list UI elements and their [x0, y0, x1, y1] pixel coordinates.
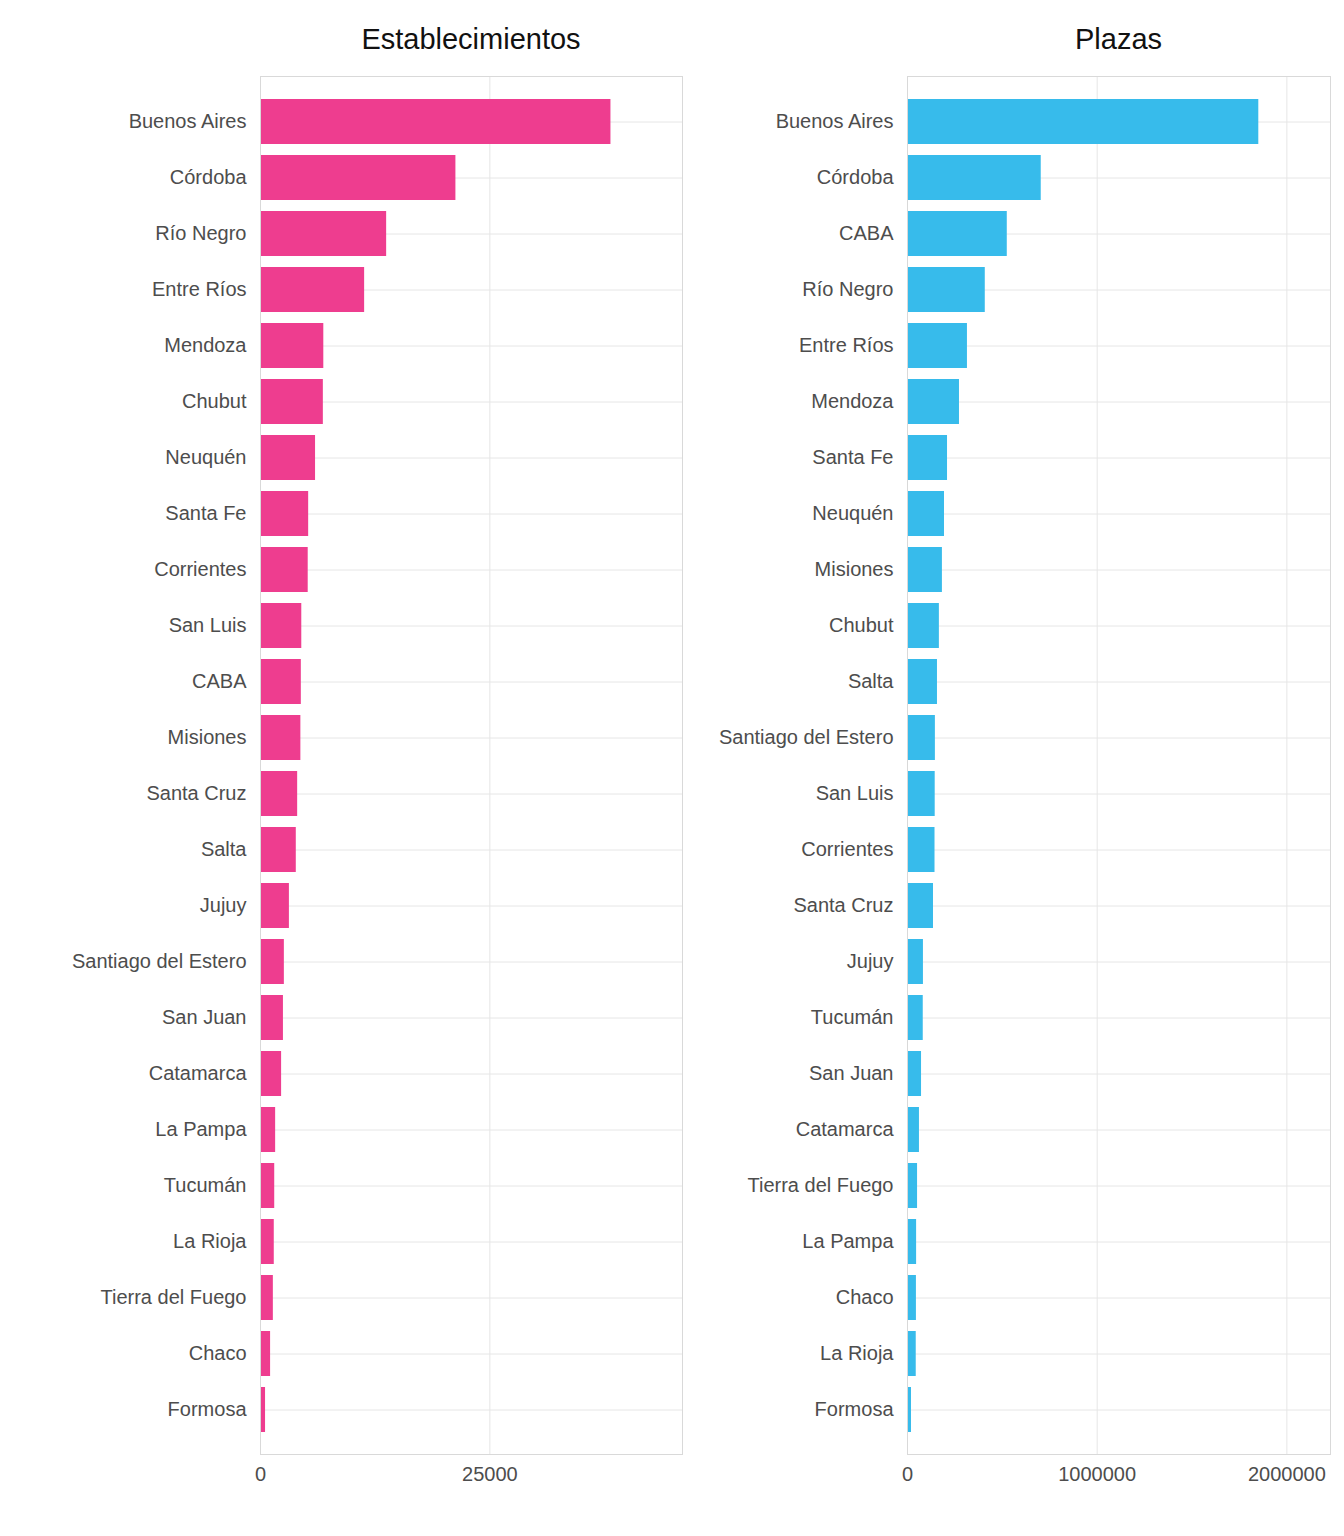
svg-text:Chubut: Chubut [182, 390, 247, 412]
svg-text:La Pampa: La Pampa [155, 1118, 247, 1140]
svg-text:Río Negro: Río Negro [155, 222, 246, 244]
svg-text:1000000: 1000000 [1058, 1463, 1136, 1485]
svg-text:Santa Fe: Santa Fe [165, 502, 246, 524]
svg-text:Salta: Salta [848, 670, 894, 692]
svg-text:San Luis: San Luis [169, 614, 247, 636]
svg-text:Catamarca: Catamarca [796, 1118, 895, 1140]
html-text:Establecimientos: Establecimientos [361, 23, 581, 55]
svg-text:Río Negro: Río Negro [802, 278, 893, 300]
svg-text:Santa Cruz: Santa Cruz [146, 782, 246, 804]
svg-text:2000000: 2000000 [1248, 1463, 1326, 1485]
svg-text:La Pampa: La Pampa [802, 1230, 894, 1252]
svg-text:Tucumán: Tucumán [811, 1006, 894, 1028]
svg-text:Mendoza: Mendoza [164, 334, 247, 356]
svg-text:Santiago del Estero: Santiago del Estero [719, 726, 894, 748]
svg-text:Buenos Aires: Buenos Aires [129, 110, 247, 132]
svg-text:Córdoba: Córdoba [170, 166, 248, 188]
svg-text:Chaco: Chaco [836, 1286, 894, 1308]
svg-text:Neuquén: Neuquén [812, 502, 893, 524]
svg-text:Tierra del Fuego: Tierra del Fuego [101, 1286, 247, 1308]
svg-text:Corrientes: Corrientes [154, 558, 246, 580]
svg-text:Misiones: Misiones [815, 558, 894, 580]
svg-text:Neuquén: Neuquén [165, 446, 246, 468]
svg-text:Santa Cruz: Santa Cruz [793, 894, 893, 916]
html-text:Plazas: Plazas [1075, 23, 1162, 55]
svg-text:Formosa: Formosa [815, 1398, 895, 1420]
svg-text:La Rioja: La Rioja [173, 1230, 247, 1252]
svg-text:Catamarca: Catamarca [149, 1062, 248, 1084]
svg-text:CABA: CABA [839, 222, 894, 244]
svg-text:CABA: CABA [192, 670, 247, 692]
svg-text:Mendoza: Mendoza [811, 390, 894, 412]
svg-text:La Rioja: La Rioja [820, 1342, 894, 1364]
svg-text:Jujuy: Jujuy [847, 950, 894, 972]
svg-text:San Juan: San Juan [162, 1006, 247, 1028]
svg-text:Entre Ríos: Entre Ríos [799, 334, 893, 356]
svg-text:Tucumán: Tucumán [164, 1174, 247, 1196]
svg-text:Santa Fe: Santa Fe [812, 446, 893, 468]
svg-text:Corrientes: Corrientes [801, 838, 893, 860]
svg-text:Buenos Aires: Buenos Aires [776, 110, 894, 132]
svg-text:Entre Ríos: Entre Ríos [152, 278, 246, 300]
svg-text:Misiones: Misiones [168, 726, 247, 748]
svg-text:Córdoba: Córdoba [817, 166, 895, 188]
svg-text:Salta: Salta [201, 838, 247, 860]
svg-text:San Luis: San Luis [816, 782, 894, 804]
svg-text:0: 0 [255, 1463, 266, 1485]
svg-text:Santiago del Estero: Santiago del Estero [72, 950, 247, 972]
svg-text:0: 0 [902, 1463, 913, 1485]
svg-text:Jujuy: Jujuy [200, 894, 247, 916]
svg-text:Formosa: Formosa [168, 1398, 248, 1420]
svg-text:Tierra del Fuego: Tierra del Fuego [748, 1174, 894, 1196]
svg-text:Chaco: Chaco [189, 1342, 247, 1364]
svg-text:San Juan: San Juan [809, 1062, 894, 1084]
svg-text:25000: 25000 [462, 1463, 518, 1485]
svg-text:Chubut: Chubut [829, 614, 894, 636]
